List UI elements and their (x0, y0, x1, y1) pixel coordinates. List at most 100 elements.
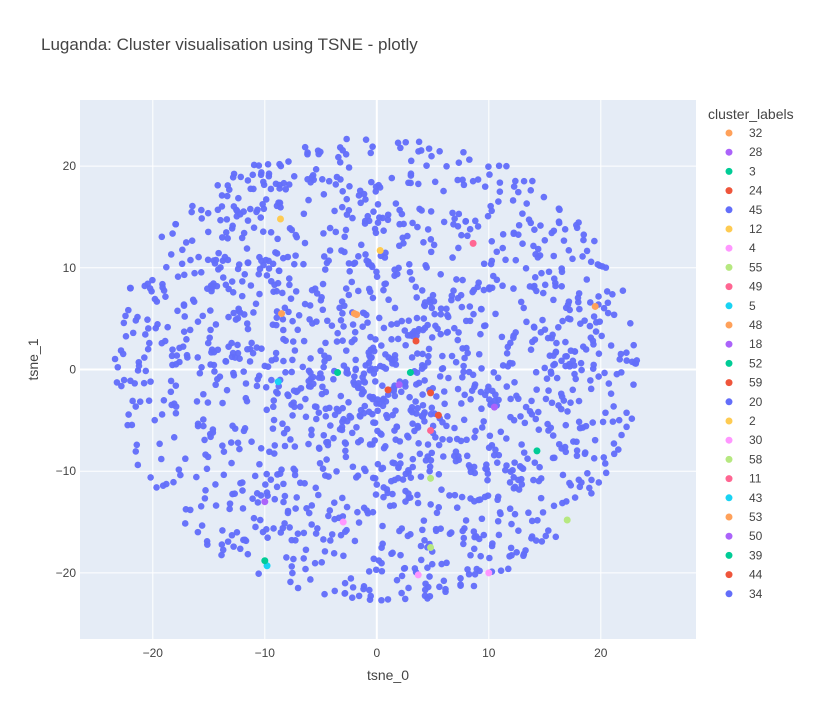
point-cluster-34 (423, 162, 430, 169)
legend-item-4[interactable]: 4 (725, 241, 757, 255)
legend-item-53[interactable]: 53 (725, 510, 763, 524)
legend-item-18[interactable]: 18 (725, 337, 763, 351)
point-cluster-34 (352, 365, 360, 373)
point-cluster-34 (426, 573, 433, 580)
point-cluster-34 (281, 520, 288, 527)
legend-item-48[interactable]: 48 (725, 318, 763, 332)
legend-item-20[interactable]: 20 (725, 395, 763, 409)
legend-item-34[interactable]: 34 (725, 587, 763, 601)
point-cluster-34 (315, 409, 323, 416)
point-cluster-34 (332, 181, 340, 188)
point-cluster-34 (569, 386, 577, 394)
point-cluster-34 (497, 567, 505, 575)
point-cluster-34 (549, 432, 557, 439)
point-cluster-34 (396, 527, 403, 535)
point-cluster-34 (198, 206, 205, 214)
point-cluster-34 (517, 475, 525, 483)
point-cluster-34 (579, 253, 586, 260)
legend-item-50[interactable]: 50 (725, 529, 763, 543)
point-cluster-34 (351, 328, 359, 336)
point-cluster-34 (255, 270, 263, 278)
y-axis-title: tsne_1 (25, 338, 41, 380)
point-cluster-34 (248, 339, 255, 347)
point-cluster-34 (290, 260, 298, 268)
point-cluster-34 (425, 352, 432, 360)
point-cluster-34 (375, 214, 383, 221)
legend-item-55[interactable]: 55 (725, 260, 763, 274)
point-cluster-34 (356, 413, 364, 420)
point-cluster-34 (302, 565, 309, 573)
point-cluster-34 (522, 265, 530, 272)
point-cluster-34 (587, 258, 595, 266)
legend-item-5[interactable]: 5 (725, 299, 757, 313)
point-cluster-34 (180, 328, 188, 335)
point-cluster-34 (510, 229, 518, 237)
point-cluster-34 (343, 211, 351, 218)
legend-item-39[interactable]: 39 (725, 548, 763, 562)
legend-item-32[interactable]: 32 (725, 126, 763, 140)
legend-item-2[interactable]: 2 (725, 414, 757, 428)
point-cluster-34 (335, 407, 342, 415)
point-cluster-34 (485, 163, 492, 170)
legend-item-24[interactable]: 24 (725, 184, 763, 198)
point-cluster-34 (381, 254, 389, 261)
point-cluster-34 (198, 363, 205, 371)
legend[interactable]: cluster_labels 32 28 3 24 45 12 4 55 49 5 48 18 52 59… (708, 106, 794, 601)
point-cluster-34 (481, 493, 489, 501)
point-cluster-34 (223, 216, 231, 223)
point-cluster-34 (252, 300, 260, 308)
point-cluster-34 (427, 299, 434, 306)
legend-item-12[interactable]: 12 (725, 222, 763, 236)
point-cluster-34 (129, 397, 136, 405)
legend-item-49[interactable]: 49 (725, 280, 763, 294)
point-cluster-34 (462, 517, 470, 524)
point-cluster-34 (186, 326, 194, 334)
legend-item-28[interactable]: 28 (725, 145, 763, 159)
point-cluster-34 (459, 345, 466, 352)
point-cluster-34 (397, 551, 404, 559)
point-cluster-34 (578, 479, 585, 486)
point-cluster-34 (561, 226, 569, 233)
point-cluster-34 (300, 529, 308, 537)
point-cluster-34 (217, 216, 224, 224)
point-cluster-34 (378, 567, 386, 575)
point-cluster-34 (474, 176, 482, 183)
point-cluster-34 (320, 230, 327, 237)
point-cluster-34 (242, 394, 250, 402)
point-cluster-34 (596, 318, 604, 325)
point-cluster-34 (271, 281, 278, 289)
point-cluster-34 (279, 315, 287, 323)
legend-item-30[interactable]: 30 (725, 433, 763, 447)
point-cluster-34 (397, 144, 404, 152)
legend-item-59[interactable]: 59 (725, 376, 763, 390)
point-cluster-34 (578, 366, 585, 374)
point-cluster-34 (573, 447, 581, 454)
point-cluster-34 (590, 313, 598, 320)
legend-item-44[interactable]: 44 (725, 568, 763, 582)
point-cluster-34 (238, 234, 246, 242)
point-cluster-34 (207, 307, 214, 314)
point-cluster-34 (209, 426, 217, 433)
point-cluster-34 (319, 280, 327, 288)
point-cluster-34 (575, 418, 583, 426)
legend-item-58[interactable]: 58 (725, 452, 763, 466)
point-cluster-34 (285, 158, 292, 165)
point-cluster-34 (284, 253, 292, 261)
point-cluster-34 (275, 199, 282, 206)
legend-item-43[interactable]: 43 (725, 491, 763, 505)
point-cluster-34 (279, 326, 287, 334)
legend-item-45[interactable]: 45 (725, 203, 763, 217)
point-cluster-34 (240, 536, 247, 544)
point-cluster-34 (351, 259, 359, 267)
legend-item-52[interactable]: 52 (725, 356, 763, 370)
point-cluster-34 (223, 192, 231, 200)
point-cluster-34 (442, 585, 449, 593)
legend-label: 2 (749, 414, 756, 428)
point-cluster-34 (300, 555, 308, 562)
legend-item-11[interactable]: 11 (725, 472, 762, 486)
point-cluster-34 (600, 454, 608, 461)
legend-item-3[interactable]: 3 (725, 164, 757, 178)
point-cluster-34 (368, 178, 375, 186)
point-cluster-34 (250, 185, 257, 193)
point-cluster-34 (435, 441, 443, 449)
